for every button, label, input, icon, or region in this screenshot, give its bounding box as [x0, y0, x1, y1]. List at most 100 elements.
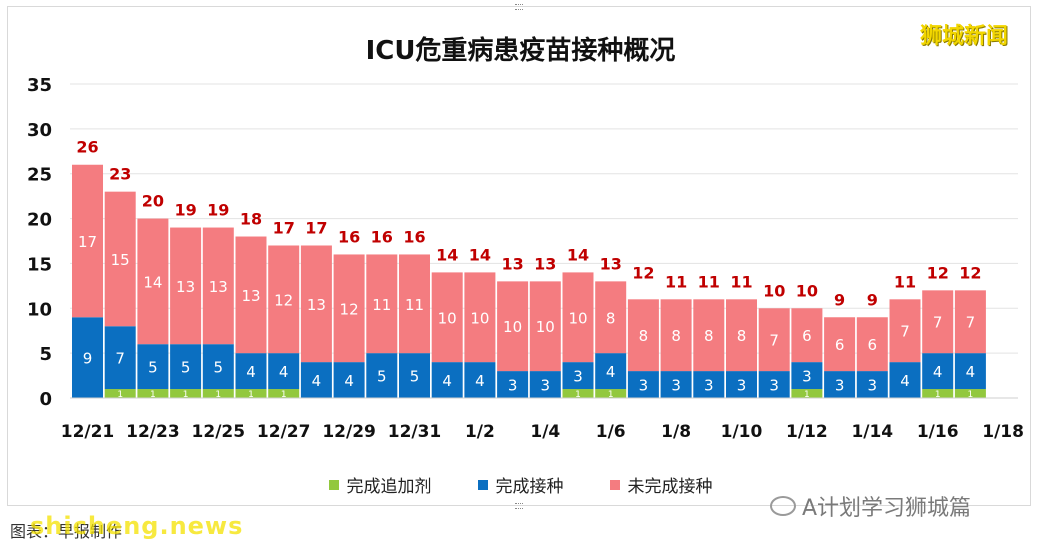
bar-segment	[235, 353, 267, 390]
bar-segment	[758, 308, 790, 372]
bar-segment	[922, 389, 954, 398]
bar-data-label: 4	[933, 363, 943, 381]
bar-segment	[758, 371, 790, 398]
bar-data-label: 5	[148, 359, 158, 377]
bar-data-label: 3	[835, 377, 845, 395]
bar-data-label: 1	[804, 390, 810, 400]
bar-segment	[104, 326, 136, 390]
bar-segment	[170, 389, 202, 398]
bar-data-label: 7	[966, 314, 976, 332]
bar-segment	[562, 362, 594, 390]
y-tick-label: 5	[39, 344, 52, 365]
bar-total-label: 14	[469, 245, 491, 264]
bar-data-label: 8	[671, 327, 681, 345]
bar-data-label: 1	[248, 390, 254, 400]
bar-data-label: 5	[377, 368, 387, 386]
bar-segment	[137, 344, 169, 390]
bar-data-label: 7	[769, 332, 779, 350]
bar-data-label: 3	[704, 377, 714, 395]
resize-handle-bottom[interactable]	[515, 503, 523, 509]
bar-total-label: 26	[76, 138, 98, 157]
bar-total-label: 18	[240, 210, 262, 229]
legend-swatch-vaccinated	[477, 479, 488, 490]
bar-segment	[464, 272, 496, 363]
bar-data-label: 3	[573, 368, 583, 386]
bar-total-label: 16	[371, 227, 393, 246]
legend-swatch-unvaccinated	[609, 479, 620, 490]
bar-segment	[693, 299, 725, 372]
x-tick-label: 1/16	[917, 422, 959, 442]
bar-segment	[464, 362, 496, 398]
bar-segment	[660, 371, 692, 398]
x-tick-label: 1/4	[530, 422, 560, 442]
bar-data-label: 1	[215, 390, 221, 400]
bar-total-label: 10	[796, 281, 818, 300]
bar-segment	[72, 317, 103, 398]
bar-segment	[431, 272, 463, 363]
bar-data-label: 13	[176, 278, 195, 296]
y-tick-label: 30	[27, 120, 52, 141]
y-tick-label: 15	[27, 254, 52, 275]
bar-data-label: 4	[606, 363, 616, 381]
y-tick-label: 35	[27, 75, 52, 96]
x-tick-label: 1/8	[661, 422, 691, 442]
bar-total-label: 13	[501, 254, 523, 273]
bar-total-label: 12	[927, 263, 949, 282]
bar-data-label: 5	[181, 359, 191, 377]
bar-data-label: 15	[111, 251, 130, 269]
bar-data-label: 12	[340, 300, 359, 318]
bar-total-label: 13	[600, 254, 622, 273]
wechat-account-name: A计划学习狮城篇	[802, 496, 972, 521]
bar-segment	[137, 218, 169, 345]
resize-handle-top[interactable]	[515, 4, 523, 10]
x-tick-label: 1/12	[786, 422, 828, 442]
bar-data-label: 10	[568, 309, 587, 327]
bar-data-label: 11	[405, 296, 424, 314]
bar-total-label: 17	[305, 218, 327, 237]
bar-segment	[856, 317, 888, 372]
bar-data-label: 3	[802, 368, 812, 386]
bar-segment	[300, 245, 332, 363]
bar-segment	[660, 299, 692, 372]
site-watermark: shicheng.news	[30, 512, 244, 540]
chart-title: ICU危重病患疫苗接种概况	[365, 36, 676, 66]
y-tick-label: 20	[27, 210, 52, 231]
bar-data-label: 4	[344, 372, 354, 390]
bar-data-label: 8	[606, 309, 616, 327]
bar-data-label: 4	[900, 372, 910, 390]
bar-data-label: 5	[410, 368, 420, 386]
bar-total-label: 12	[632, 263, 654, 282]
bar-total-label: 12	[959, 263, 981, 282]
bar-data-label: 13	[209, 278, 228, 296]
bar-segment	[529, 281, 561, 372]
bar-data-label: 13	[241, 287, 260, 305]
bar-segment	[137, 389, 169, 398]
bar-data-label: 1	[117, 390, 123, 400]
bar-segment	[856, 371, 888, 398]
legend-swatch-booster	[328, 479, 339, 490]
bar-segment	[726, 371, 757, 398]
bar-segment	[333, 254, 365, 363]
x-tick-label: 1/6	[596, 422, 626, 442]
bar-segment	[366, 353, 398, 398]
bar-data-label: 3	[868, 377, 878, 395]
bar-segment	[202, 389, 234, 398]
bar-segment	[366, 254, 398, 354]
bar-data-label: 10	[438, 309, 457, 327]
y-tick-label: 0	[39, 389, 52, 410]
bar-segment	[954, 389, 986, 398]
bar-total-label: 19	[207, 201, 229, 220]
bar-segment	[954, 353, 986, 390]
bar-segment	[333, 362, 365, 398]
bar-segment	[595, 389, 627, 398]
bar-segment	[562, 272, 594, 363]
bar-total-label: 19	[174, 201, 196, 220]
bar-total-label: 13	[534, 254, 556, 273]
bar-segment	[104, 191, 136, 327]
bar-data-label: 10	[470, 309, 489, 327]
bar-segment	[824, 317, 856, 372]
bar-segment	[922, 290, 954, 354]
bar-segment	[268, 245, 300, 354]
bar-data-label: 4	[246, 363, 256, 381]
